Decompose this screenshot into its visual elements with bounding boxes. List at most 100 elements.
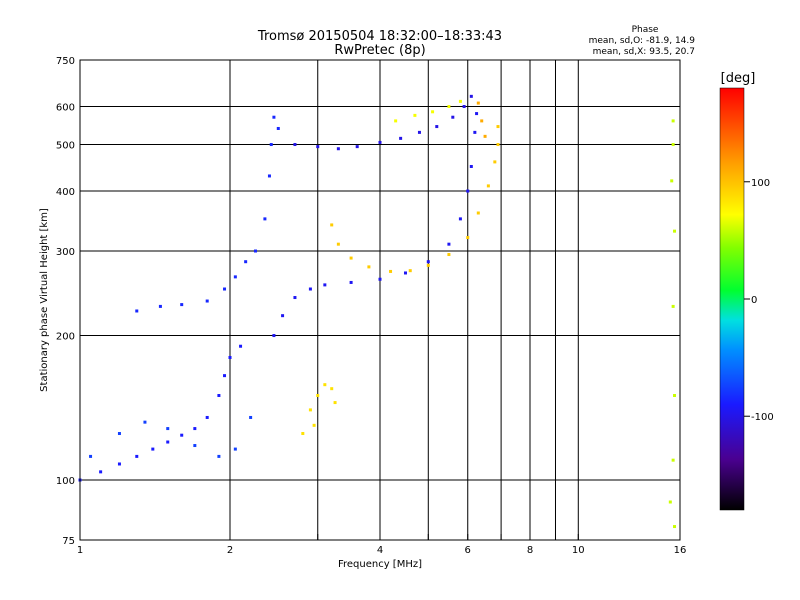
data-point	[458, 217, 462, 221]
data-point	[301, 432, 305, 436]
data-point	[269, 143, 273, 147]
y-axis-label: Stationary phase Virtual Height [km]	[39, 208, 50, 392]
grid	[80, 60, 680, 540]
data-point	[336, 242, 340, 246]
data-point	[671, 143, 675, 147]
data-point	[673, 525, 677, 529]
data-point	[673, 229, 677, 233]
data-points	[78, 94, 677, 529]
data-point	[217, 454, 221, 458]
data-point	[673, 394, 677, 398]
colorbar-tick-label: 0	[751, 295, 757, 306]
data-point	[403, 271, 407, 275]
data-point	[349, 256, 353, 260]
y-tick-label: 500	[56, 141, 75, 152]
data-point	[180, 303, 184, 307]
data-point	[671, 458, 675, 462]
data-point	[466, 236, 470, 240]
data-point	[431, 110, 435, 114]
data-point	[355, 145, 359, 149]
data-point	[276, 126, 280, 130]
data-point	[413, 113, 417, 117]
data-point	[217, 394, 221, 398]
data-point	[135, 454, 139, 458]
data-point	[349, 280, 353, 284]
data-point	[89, 454, 93, 458]
x-tick-label: 6	[465, 545, 471, 556]
data-point	[447, 242, 451, 246]
y-tick-label: 750	[56, 56, 75, 67]
data-point	[143, 420, 147, 424]
colorbar-label: [deg]	[721, 71, 756, 86]
data-point	[99, 470, 103, 474]
data-point	[330, 387, 334, 391]
data-point	[228, 355, 232, 359]
chart-subtitle: RwPretec (8p)	[334, 43, 425, 58]
data-point	[180, 433, 184, 437]
data-point	[496, 125, 500, 129]
data-point	[469, 94, 473, 98]
data-point	[671, 119, 675, 123]
data-point	[462, 105, 466, 109]
y-tick-label: 600	[56, 103, 75, 114]
data-point	[435, 125, 439, 129]
data-point	[267, 174, 271, 178]
data-point	[496, 143, 500, 147]
data-point	[323, 383, 327, 387]
data-point	[253, 249, 257, 253]
data-point	[458, 99, 462, 103]
y-tick-label: 100	[56, 476, 75, 487]
data-point	[476, 211, 480, 215]
data-point	[263, 217, 267, 221]
x-tick-label: 10	[572, 545, 585, 556]
data-point	[239, 344, 243, 348]
y-tick-label: 75	[62, 536, 75, 547]
data-point	[475, 112, 479, 116]
data-point	[336, 147, 340, 151]
data-point	[330, 223, 334, 227]
data-point	[308, 408, 312, 412]
data-point	[193, 427, 197, 431]
data-point	[486, 184, 490, 188]
data-point	[476, 101, 480, 105]
data-point	[447, 253, 451, 257]
data-point	[117, 462, 121, 466]
x-tick-label: 8	[527, 545, 533, 556]
colorbar	[719, 87, 745, 511]
colorbar-tick-label: 100	[751, 178, 770, 189]
chart-title: Tromsø 20150504 18:32:00–18:33:43	[257, 29, 502, 44]
colorbar-ticks: 100 0 -100	[744, 178, 774, 423]
data-point	[244, 260, 248, 264]
data-point	[323, 283, 327, 287]
data-point	[399, 136, 403, 140]
data-point	[135, 309, 139, 313]
data-point	[426, 260, 430, 264]
data-point	[447, 105, 451, 109]
data-point	[158, 304, 162, 308]
data-point	[249, 415, 253, 419]
data-point	[281, 314, 285, 318]
data-point	[166, 440, 170, 444]
y-tick-label: 400	[56, 187, 75, 198]
phase-x-line: mean, sd,X: 93.5, 20.7	[593, 47, 695, 57]
data-point	[223, 287, 227, 291]
data-point	[378, 277, 382, 281]
data-point	[333, 401, 337, 405]
data-point	[316, 145, 320, 149]
data-point	[466, 189, 470, 193]
y-tick-label: 300	[56, 247, 75, 258]
x-axis-label: Frequency [MHz]	[338, 559, 422, 570]
data-point	[151, 447, 155, 451]
data-point	[205, 415, 209, 419]
phase-o-line: mean, sd,O: -81.9, 14.9	[589, 36, 696, 46]
data-point	[473, 130, 477, 134]
data-point	[668, 500, 672, 504]
y-axis-ticks: 75 100 200 300 400 500 600 750	[56, 56, 75, 547]
data-point	[493, 160, 497, 164]
data-point	[378, 140, 382, 144]
data-point	[426, 263, 430, 267]
data-point	[166, 427, 170, 431]
data-point	[272, 115, 276, 119]
x-axis-ticks: 1 2 4 6 8 10 16	[77, 534, 686, 556]
